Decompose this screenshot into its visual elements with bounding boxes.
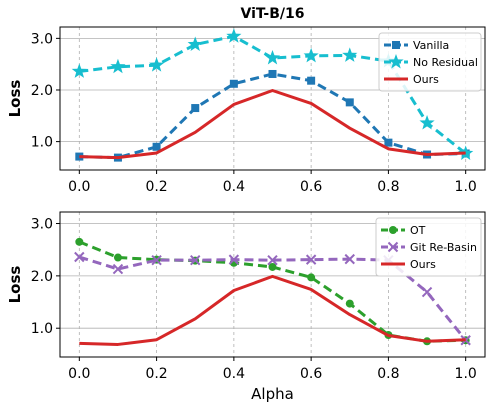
data-point [191,104,200,113]
data-point [152,142,161,151]
data-point [228,254,240,265]
legend-label: Git Re-Basin [410,241,477,254]
legend: Vanilla No Residual Ours [378,32,482,92]
data-point [345,98,354,107]
axes-frame [59,211,486,358]
legend-box [375,217,482,277]
legend-entry: Git Re-Basin [381,241,477,254]
data-point [344,253,355,265]
y-tick-label: 3.0 [31,31,53,47]
y-tick-label: 2.0 [31,83,53,99]
y-tick-label: 1.0 [31,135,53,151]
legend-marker [392,41,400,49]
chart-panel-1: 0.0 0.2 0.4 0.6 0.8 1.0 1.0 2.0 3.0 ViT-B/16 Loss V… [6,6,486,195]
x-tick-label: 0.0 [68,366,90,382]
data-point [112,263,124,275]
data-point [268,69,277,78]
data-point [458,145,474,160]
y-axis-label: Loss [6,80,24,118]
legend-box [378,32,482,92]
data-point [421,286,433,298]
data-point [268,262,277,271]
series-ours [79,274,466,346]
legend-label: No Residual [413,56,478,69]
x-tick-label: 0.2 [145,366,167,382]
data-point [148,57,165,72]
data-point [303,47,319,63]
y-tick-label: 1.0 [31,321,53,337]
data-point [110,58,126,74]
data-point [74,251,85,263]
series-ours [79,89,466,160]
legend-label: OT [410,224,426,237]
data-point [71,63,87,78]
data-point [75,152,84,161]
legend-label: Ours [413,73,439,86]
data-point [226,28,242,43]
legend-marker [388,54,404,69]
data-point [384,138,393,147]
data-point [75,237,84,246]
chart-title: ViT-B/16 [241,6,305,22]
legend-label: Ours [410,258,436,271]
series-line [79,89,466,160]
chart-panel-2: 0.0 0.2 0.4 0.6 0.8 1.0 1.0 2.0 3.0 Loss Alpha OT Gi… [6,211,486,403]
data-point [151,254,162,266]
legend: OT Git Re-Basin Ours [375,217,482,277]
legend-entry: Ours [381,258,436,271]
legend-entry: Ours [384,73,439,86]
y-axis-label: Loss [6,266,24,304]
data-point [307,273,316,282]
x-tick-label: 0.0 [68,179,90,195]
data-point [305,254,317,265]
legend-entry: OT [381,224,426,237]
x-tick-label: 0.8 [377,366,399,382]
data-point [419,115,435,130]
data-point [267,254,278,266]
series-no-residual [71,28,474,160]
legend-entry: Vanilla [384,39,449,52]
series-line [79,274,466,346]
data-point [342,47,358,62]
x-tick-label: 1.0 [455,179,477,195]
data-point [229,79,238,88]
legend-entry: No Residual [384,54,478,69]
x-tick-label: 1.0 [455,366,477,382]
data-point [190,254,201,266]
x-tick-label: 0.6 [300,366,322,382]
y-tick-label: 2.0 [31,269,53,285]
x-axis-label: Alpha [251,385,294,403]
axes-frame [59,26,486,171]
y-tick-label: 3.0 [31,217,53,233]
x-tick-label: 0.4 [223,366,245,382]
data-point [264,49,281,65]
legend-label: Vanilla [413,39,449,52]
legend-marker [387,241,399,253]
x-tick-label: 0.6 [300,179,322,195]
data-point [307,76,316,85]
x-tick-label: 0.8 [377,179,399,195]
legend-marker [389,226,397,234]
x-tick-label: 0.2 [145,179,167,195]
data-point [187,36,203,52]
x-tick-label: 0.4 [223,179,245,195]
series-line [79,34,467,155]
data-point [345,299,354,308]
data-point [113,253,122,262]
